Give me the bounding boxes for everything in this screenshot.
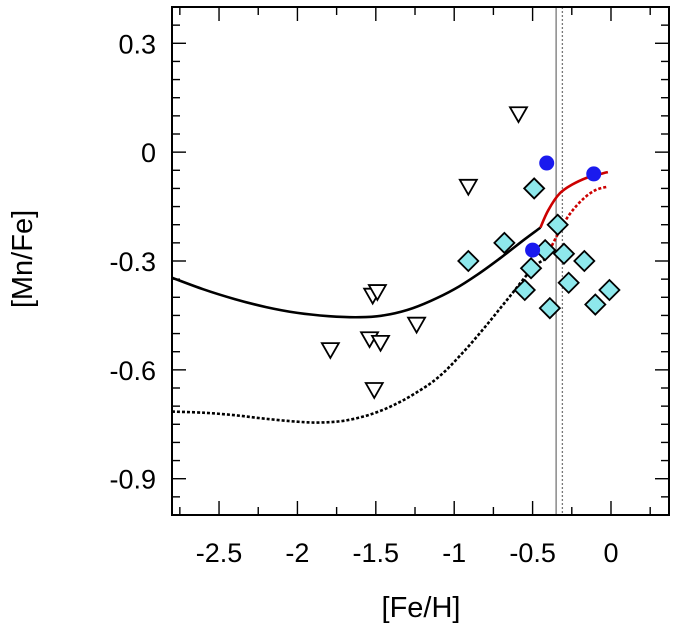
y-tick-label: 0 bbox=[141, 138, 156, 168]
curve-model-dotted bbox=[172, 258, 546, 424]
curve-model-solid bbox=[172, 226, 542, 319]
y-tick-label: -0.6 bbox=[109, 356, 156, 386]
triangle-marker bbox=[320, 342, 341, 360]
y-axis-title: [Mn/Fe] bbox=[7, 210, 39, 308]
diamond-marker bbox=[573, 249, 596, 273]
x-tick-label: -2 bbox=[285, 538, 309, 568]
y-tick-label: -0.9 bbox=[109, 465, 156, 495]
y-tick-label: 0.3 bbox=[118, 29, 156, 59]
x-tick-label: 0 bbox=[603, 538, 618, 568]
diamond-marker bbox=[598, 278, 621, 302]
model-curves bbox=[172, 170, 609, 424]
y-axis-title-text: [Mn/Fe] bbox=[7, 210, 39, 308]
triangle-marker bbox=[508, 106, 529, 124]
data-points bbox=[320, 106, 621, 400]
axis-tick-labels: -0.9 -0.6 -0.3 0 0.3 -2.5 -2 -1.5 -1 -0.5 0 bbox=[109, 29, 618, 568]
plot-frame bbox=[171, 6, 670, 516]
x-tick-label: -0.5 bbox=[509, 538, 556, 568]
triangle-marker bbox=[367, 284, 388, 302]
axis-ticks bbox=[172, 7, 669, 515]
diamond-marker bbox=[584, 293, 607, 316]
circle-marker bbox=[586, 166, 602, 182]
x-tick-label: -1.5 bbox=[353, 538, 400, 568]
triangle-marker bbox=[364, 382, 385, 400]
diamond-marker bbox=[513, 278, 537, 302]
triangle-marker bbox=[370, 334, 391, 353]
circle-marker bbox=[539, 155, 555, 171]
curve-model-solid-red bbox=[539, 170, 609, 229]
diamond-marker bbox=[552, 242, 576, 266]
diamond-marker bbox=[546, 213, 569, 236]
curve-model-dotted-red bbox=[543, 185, 609, 260]
x-axis-title: [Fe/H] bbox=[382, 592, 461, 624]
diamond-marker bbox=[557, 271, 580, 295]
diamond-marker bbox=[522, 177, 546, 200]
x-tick-label: -2.5 bbox=[196, 538, 243, 568]
diamond-marker bbox=[519, 256, 543, 280]
circle-marker bbox=[525, 242, 541, 258]
triangle-marker bbox=[458, 178, 479, 197]
triangle-marker bbox=[406, 316, 427, 335]
y-tick-label: -0.3 bbox=[109, 247, 156, 277]
diamond-marker bbox=[457, 249, 480, 273]
diamond-marker bbox=[493, 231, 516, 255]
x-tick-label: -1 bbox=[442, 538, 466, 568]
diamond-marker bbox=[538, 296, 562, 320]
